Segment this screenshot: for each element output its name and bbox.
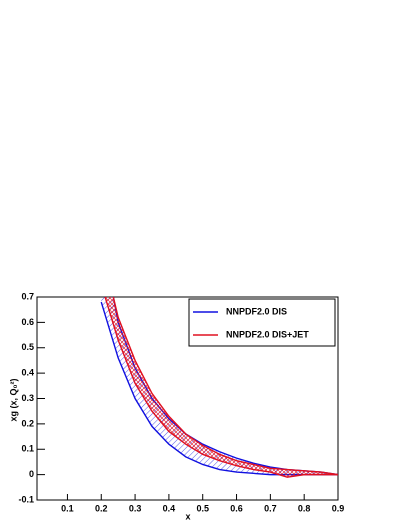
y-tick-label: 0.5 [21, 342, 34, 352]
x-tick-label: 0.1 [61, 503, 74, 513]
band-edge [104, 297, 338, 478]
band-edge [112, 297, 338, 476]
x-tick-label: 0.6 [230, 503, 243, 513]
x-axis-label: x [185, 511, 190, 521]
legend [188, 298, 336, 347]
y-tick-label: 0.6 [21, 317, 34, 327]
y-tick-label: 0.4 [21, 368, 34, 378]
y-tick-label: 0.3 [21, 393, 34, 403]
x-tick-label: 0.2 [95, 503, 108, 513]
y-tick-label: 0.7 [21, 291, 34, 301]
x-tick-label: 0.7 [264, 503, 277, 513]
band-edge [112, 297, 338, 476]
band-fill [105, 297, 338, 478]
x-tick-label: 0.3 [129, 503, 142, 513]
plot-area [100, 297, 338, 478]
x-tick-label: 0.4 [163, 503, 176, 513]
x-tick-label: 0.9 [332, 503, 345, 513]
y-tick-label: 0.1 [21, 444, 34, 454]
legend-label: NNPDF2.0 DIS [226, 306, 287, 316]
band-fill [101, 297, 338, 475]
y-tick-label: 0.2 [21, 418, 34, 428]
y-tick-label: 0 [29, 469, 34, 479]
y-tick-label: -0.1 [18, 494, 34, 504]
y-axis-label: xg (x, Q₀²) [8, 378, 18, 421]
x-tick-label: 0.5 [196, 503, 209, 513]
legend-label: NNPDF2.0 DIS+JET [226, 329, 309, 339]
x-tick-label: 0.8 [298, 503, 311, 513]
